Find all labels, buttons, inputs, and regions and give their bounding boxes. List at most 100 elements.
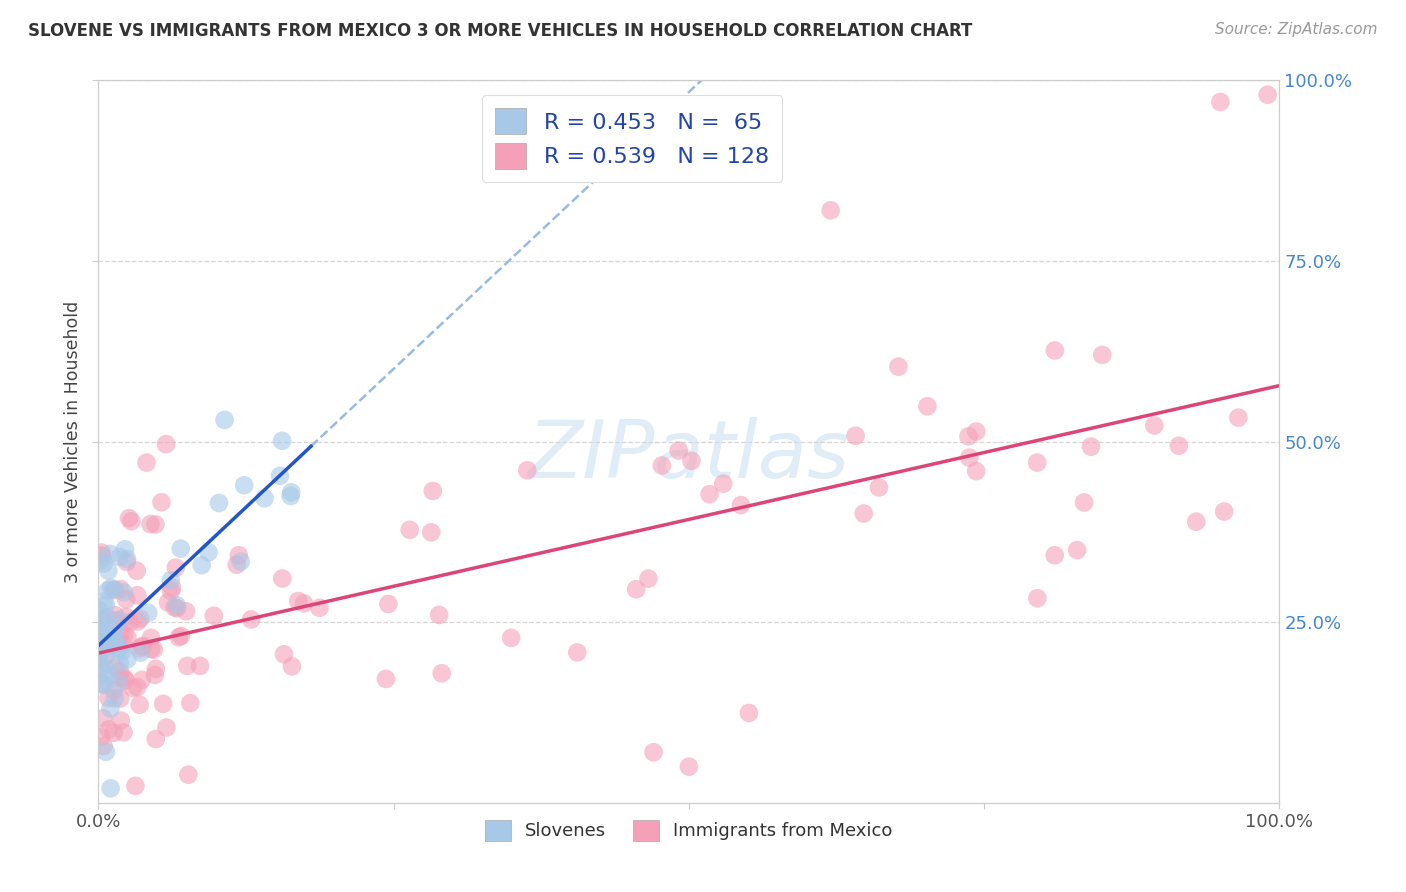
Text: SLOVENE VS IMMIGRANTS FROM MEXICO 3 OR MORE VEHICLES IN HOUSEHOLD CORRELATION CH: SLOVENE VS IMMIGRANTS FROM MEXICO 3 OR M… (28, 22, 973, 40)
Point (197, 545, 219, 559)
Point (94, 626, 117, 640)
Point (120, 514, 142, 528)
Point (139, 641, 162, 656)
Point (166, 599, 188, 613)
Point (1143, 418, 1166, 433)
Point (152, 697, 174, 711)
Point (89, 624, 111, 639)
Point (624, 582, 647, 597)
Point (124, 779, 146, 793)
Point (917, 399, 939, 413)
Point (125, 564, 148, 578)
Point (129, 612, 152, 626)
Point (127, 680, 149, 694)
Point (112, 725, 135, 739)
Point (103, 725, 125, 739)
Point (90, 676, 112, 690)
Point (139, 631, 162, 645)
Point (115, 552, 138, 566)
Point (91, 614, 114, 628)
Point (108, 671, 131, 685)
Point (131, 673, 153, 687)
Point (516, 463, 538, 477)
Point (643, 745, 665, 759)
Point (94, 634, 117, 648)
Point (163, 600, 186, 615)
Point (567, 645, 589, 659)
Point (1080, 440, 1102, 454)
Point (93, 739, 115, 753)
Point (90, 730, 112, 744)
Point (422, 483, 444, 498)
Point (90, 632, 112, 646)
Point (965, 464, 987, 478)
Y-axis label: 3 or more Vehicles in Household: 3 or more Vehicles in Household (63, 301, 82, 582)
Point (87, 640, 110, 655)
Point (651, 458, 673, 473)
Point (104, 661, 127, 675)
Point (214, 413, 236, 427)
Point (91, 643, 114, 657)
Point (100, 701, 122, 715)
Point (129, 646, 152, 660)
Point (110, 691, 132, 706)
Point (1091, 348, 1114, 362)
Point (170, 629, 193, 643)
Point (108, 664, 131, 678)
Point (1026, 456, 1049, 470)
Point (179, 696, 201, 710)
Point (132, 639, 155, 653)
Point (139, 517, 162, 532)
Point (155, 437, 177, 451)
Point (91, 711, 114, 725)
Point (108, 549, 131, 564)
Point (104, 613, 127, 627)
Point (89, 660, 111, 674)
Point (292, 597, 315, 611)
Point (114, 673, 136, 688)
Point (155, 721, 177, 735)
Point (1213, 505, 1236, 519)
Point (100, 781, 122, 796)
Point (280, 489, 302, 503)
Point (128, 698, 150, 712)
Point (820, 203, 842, 218)
Point (117, 631, 139, 645)
Point (87, 618, 110, 632)
Point (122, 681, 145, 695)
Point (308, 600, 330, 615)
Point (957, 429, 980, 443)
Point (118, 615, 141, 630)
Point (188, 659, 211, 673)
Point (89, 633, 111, 648)
Point (94, 598, 117, 612)
Point (104, 608, 127, 623)
Point (97, 583, 120, 598)
Point (167, 630, 190, 644)
Point (110, 714, 132, 728)
Point (107, 642, 129, 657)
Point (225, 558, 247, 572)
Point (1043, 343, 1066, 358)
Point (93, 595, 115, 609)
Point (100, 581, 122, 595)
Point (711, 476, 734, 491)
Point (156, 595, 179, 609)
Point (240, 612, 263, 626)
Point (103, 683, 125, 698)
Point (150, 495, 173, 509)
Point (108, 613, 131, 627)
Point (965, 425, 987, 439)
Point (1073, 495, 1095, 509)
Point (374, 672, 396, 686)
Point (887, 359, 910, 374)
Point (1167, 439, 1189, 453)
Point (202, 608, 225, 623)
Point (90, 546, 112, 560)
Point (1257, 87, 1279, 102)
Point (637, 572, 659, 586)
Point (94, 648, 117, 663)
Point (208, 496, 231, 510)
Point (280, 485, 302, 500)
Point (128, 641, 150, 656)
